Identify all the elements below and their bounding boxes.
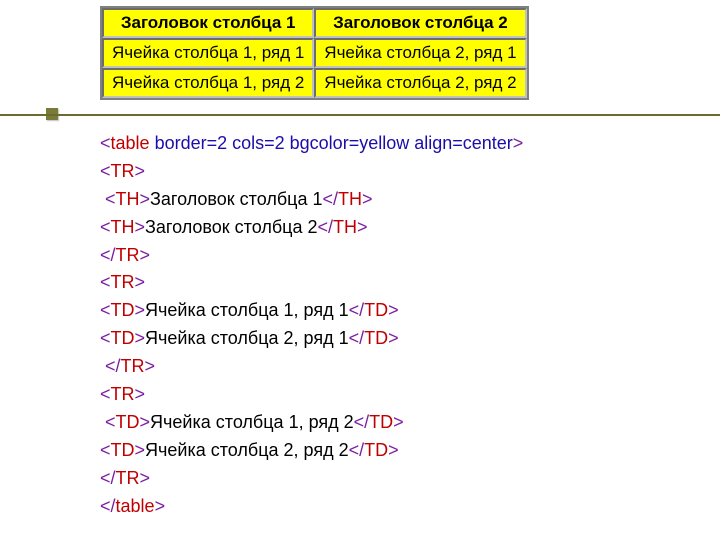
table-header-cell: Заголовок столбца 1 [102,8,314,38]
table-cell: Ячейка столбца 1, ряд 2 [102,68,314,98]
table-row: Ячейка столбца 1, ряд 2 Ячейка столбца 2… [102,68,527,98]
table-cell: Ячейка столбца 2, ряд 2 [314,68,526,98]
table-cell: Ячейка столбца 1, ряд 1 [102,38,314,68]
divider-line [0,114,720,116]
table-row: Ячейка столбца 1, ряд 1 Ячейка столбца 2… [102,38,527,68]
example-table-figure: Заголовок столбца 1 Заголовок столбца 2 … [100,6,529,100]
html-code-listing: <table border=2 cols=2 bgcolor=yellow al… [100,130,523,520]
table-header-cell: Заголовок столбца 2 [314,8,526,38]
table-header-row: Заголовок столбца 1 Заголовок столбца 2 [102,8,527,38]
example-table: Заголовок столбца 1 Заголовок столбца 2 … [100,6,529,100]
table-cell: Ячейка столбца 2, ряд 1 [314,38,526,68]
